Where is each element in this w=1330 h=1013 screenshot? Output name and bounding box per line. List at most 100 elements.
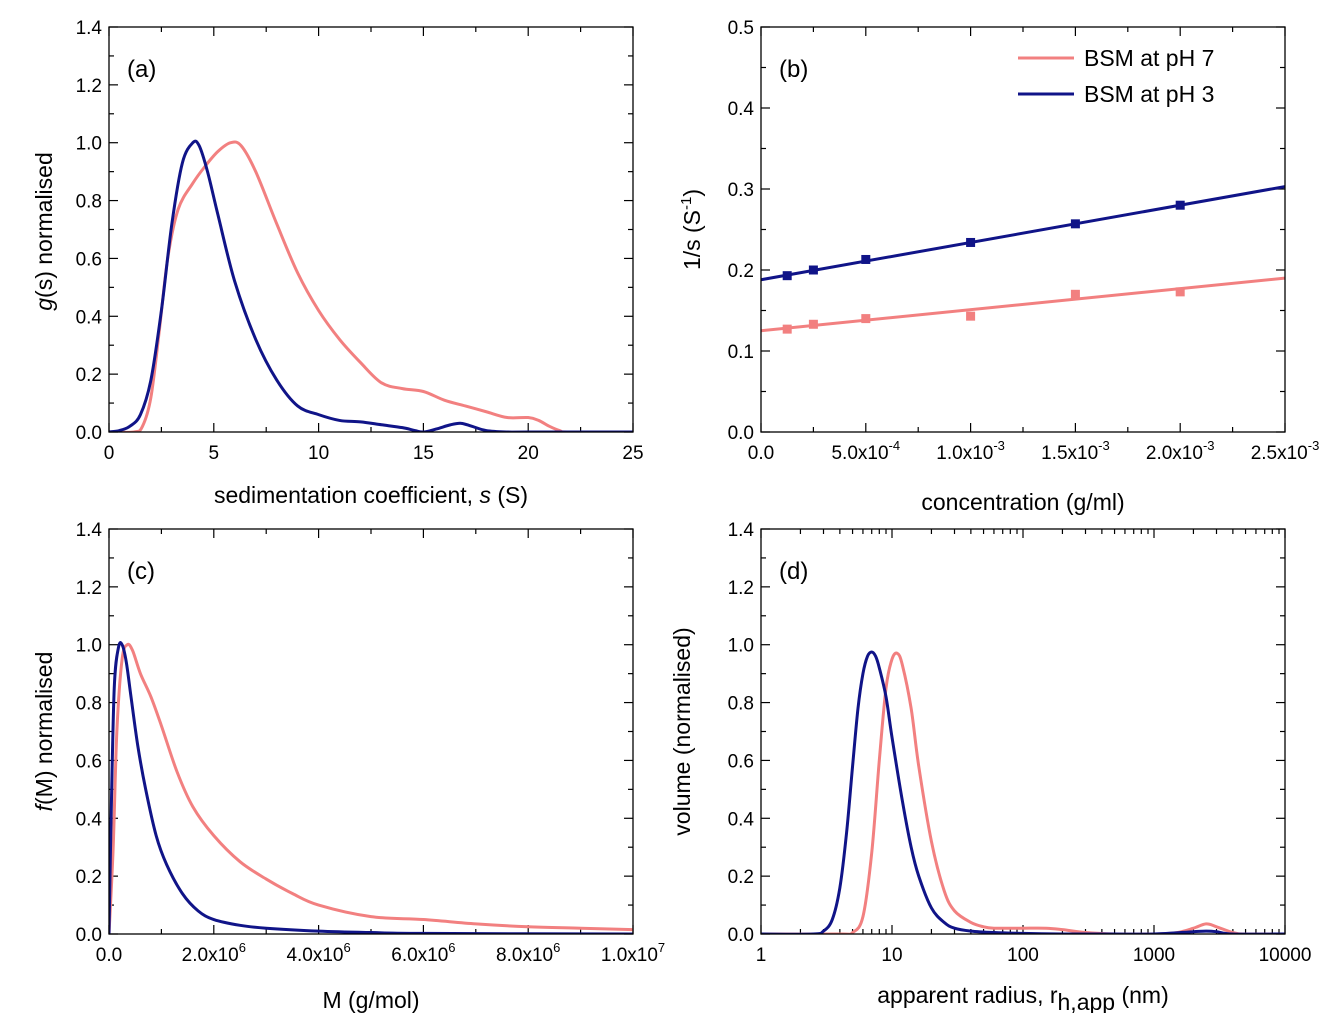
data-point-ph7 xyxy=(966,311,976,321)
x-axis-label: M (g/mol) xyxy=(322,987,419,1013)
y-tick-label: 0.8 xyxy=(728,694,754,715)
y-tick-label: 0.5 xyxy=(728,18,754,39)
data-point-ph3 xyxy=(782,271,792,281)
data-point-ph3 xyxy=(1070,219,1080,229)
y-tick-label: 1.4 xyxy=(76,18,103,39)
x-tick-label: 5 xyxy=(209,443,220,464)
x-tick-label: 2.0x10-3 xyxy=(1146,438,1215,464)
x-tick-label: 1 xyxy=(756,945,767,966)
y-tick-label: 0.4 xyxy=(76,307,103,328)
x-tick-label: 15 xyxy=(413,443,434,464)
y-tick-label: 0.0 xyxy=(728,423,754,444)
x-tick-label: 8.0x106 xyxy=(496,940,560,966)
y-tick-label: 0.1 xyxy=(728,342,754,363)
plot-area xyxy=(761,650,1285,934)
data-point-ph3 xyxy=(808,265,818,275)
x-tick-label: 20 xyxy=(518,443,539,464)
panel-d: 0.0 0.2 0.4 0.6 0.8 1.0 1.2 1.4 1 10 100 1000 10000 (… xyxy=(669,520,1311,1013)
plot-frame xyxy=(108,528,634,935)
y-tick-label: 0.6 xyxy=(76,249,102,270)
y-tick-label: 1.0 xyxy=(76,134,102,155)
x-tick-label: 5.0x10-4 xyxy=(831,438,900,464)
y-tick-label: 1.4 xyxy=(76,520,103,541)
legend: BSM at pH 7 BSM at pH 3 xyxy=(1018,45,1214,107)
y-tick-label: 1.2 xyxy=(76,76,102,97)
y-tick-label: 1.0 xyxy=(76,636,102,657)
y-axis-label: volume (normalised) xyxy=(669,627,695,835)
plot-frame xyxy=(760,528,1286,935)
plot-frame xyxy=(760,26,1286,433)
data-point-ph7 xyxy=(1175,287,1185,297)
plot-area xyxy=(761,185,1285,334)
y-tick-label: 0.2 xyxy=(76,867,102,888)
x-tick-label: 10000 xyxy=(1259,945,1312,966)
panel-c: 0.0 0.2 0.4 0.6 0.8 1.0 1.2 1.4 0.0 2.0x106 4.0x10… xyxy=(31,520,665,1013)
plot-area xyxy=(109,139,633,432)
x-tick-label: 1.5x10-3 xyxy=(1041,438,1110,464)
data-point-ph3 xyxy=(861,254,871,264)
y-tick-label: 0.8 xyxy=(76,192,102,213)
panel-b: 0.0 0.1 0.2 0.3 0.4 0.5 0.0 5.0x10-4 1.0x10-3 1.5… xyxy=(678,18,1319,515)
data-point-ph3 xyxy=(966,237,976,247)
series-line-ph3 xyxy=(109,641,633,934)
x-tick-label: 1.0x10-3 xyxy=(936,438,1005,464)
x-axis-label: concentration (g/ml) xyxy=(921,489,1124,515)
y-axis-label: f(M) normalised xyxy=(31,652,57,812)
x-tick-label: 0.0 xyxy=(748,443,774,464)
panel-label: (b) xyxy=(779,56,808,83)
series-line-ph7 xyxy=(109,642,633,934)
panel-label: (d) xyxy=(779,558,808,585)
y-tick-label: 0.0 xyxy=(728,925,754,946)
fit-line-ph7 xyxy=(761,276,1285,333)
x-tick-label: 1.0x107 xyxy=(601,940,665,966)
fit-line-ph3 xyxy=(761,185,1285,282)
y-tick-label: 0.0 xyxy=(76,925,102,946)
y-tick-label: 0.4 xyxy=(728,99,755,120)
panel-label: (c) xyxy=(127,558,155,585)
y-tick-label: 0.4 xyxy=(76,809,103,830)
data-point-ph7 xyxy=(861,314,871,324)
data-point-ph7 xyxy=(782,324,792,334)
series-line-ph7 xyxy=(761,651,1285,934)
x-tick-label: 100 xyxy=(1007,945,1039,966)
y-axis-label: g(s) normalised xyxy=(31,152,57,311)
x-tick-label: 1000 xyxy=(1133,945,1175,966)
panel-label: (a) xyxy=(127,56,156,83)
series-line-ph3 xyxy=(109,139,633,432)
y-tick-label: 0.8 xyxy=(76,694,102,715)
y-tick-label: 0.3 xyxy=(728,180,754,201)
y-tick-label: 1.2 xyxy=(728,578,754,599)
x-tick-label: 2.5x10-3 xyxy=(1251,438,1320,464)
x-tick-label: 0.0 xyxy=(96,945,122,966)
data-point-ph7 xyxy=(808,319,818,329)
plot-area xyxy=(109,641,633,934)
x-axis-label: apparent radius, rh,app (nm) xyxy=(877,982,1169,1013)
x-tick-label: 0 xyxy=(104,443,115,464)
y-tick-label: 1.2 xyxy=(76,578,102,599)
y-tick-label: 1.0 xyxy=(728,636,754,657)
y-tick-label: 0.4 xyxy=(728,809,755,830)
x-tick-label: 25 xyxy=(622,443,643,464)
y-tick-label: 0.2 xyxy=(728,867,754,888)
data-point-ph3 xyxy=(1175,200,1185,210)
y-tick-label: 0.6 xyxy=(728,751,754,772)
series-line-ph7 xyxy=(109,140,633,432)
x-tick-label: 2.0x106 xyxy=(182,940,246,966)
y-tick-label: 0.2 xyxy=(76,365,102,386)
data-point-ph7 xyxy=(1070,289,1080,299)
y-tick-label: 1.4 xyxy=(728,520,755,541)
panel-a: 0.0 0.2 0.4 0.6 0.8 1.0 1.2 1.4 0 5 10 15 20 25 (a) sed… xyxy=(31,18,644,508)
y-axis-label: 1/s (S-1) xyxy=(678,189,705,270)
legend-label-ph3: BSM at pH 3 xyxy=(1084,81,1214,107)
x-axis-label: sedimentation coefficient, s (S) xyxy=(214,482,528,508)
x-tick-label: 10 xyxy=(308,443,329,464)
y-tick-label: 0.0 xyxy=(76,423,102,444)
legend-label-ph7: BSM at pH 7 xyxy=(1084,45,1214,71)
x-tick-label: 6.0x106 xyxy=(391,940,455,966)
y-tick-label: 0.2 xyxy=(728,261,754,282)
plot-frame xyxy=(108,26,634,433)
x-tick-label: 4.0x106 xyxy=(286,940,350,966)
y-tick-label: 0.6 xyxy=(76,751,102,772)
x-tick-label: 10 xyxy=(881,945,902,966)
